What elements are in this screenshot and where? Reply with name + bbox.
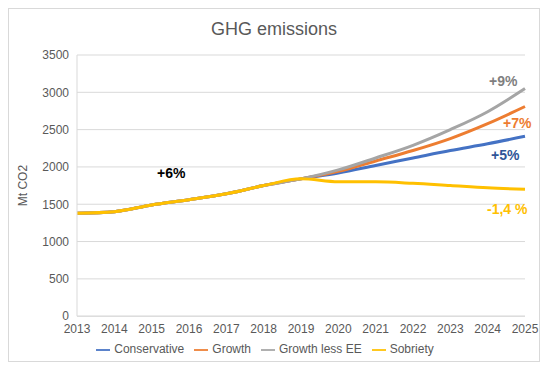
svg-text:1500: 1500	[42, 198, 69, 212]
svg-text:2000: 2000	[42, 160, 69, 174]
html-text:+7%: +7%	[503, 115, 532, 131]
html-text:+5%: +5%	[491, 147, 520, 163]
svg-text:2500: 2500	[42, 123, 69, 137]
html-text:Growth less EE: Growth less EE	[279, 342, 362, 357]
svg-text:Mt CO2: Mt CO2	[16, 165, 30, 207]
svg-text:2020: 2020	[325, 322, 352, 336]
svg-text:2015: 2015	[138, 322, 165, 336]
html-text:Conservative: Conservative	[114, 342, 185, 357]
svg-text:2018: 2018	[250, 322, 277, 336]
svg-text:2025: 2025	[512, 322, 539, 336]
svg-text:0: 0	[62, 309, 69, 323]
html-text:Growth: Growth	[212, 342, 251, 357]
html-text:+9%: +9%	[489, 73, 518, 89]
svg-text:2013: 2013	[64, 322, 91, 336]
svg-text:2021: 2021	[362, 322, 389, 336]
svg-text:2024: 2024	[474, 322, 501, 336]
svg-text:2019: 2019	[288, 322, 315, 336]
html-text:GHG emissions: GHG emissions	[211, 19, 337, 39]
svg-text:2014: 2014	[101, 322, 128, 336]
svg-text:500: 500	[49, 272, 69, 286]
html-text:-1,4 %: -1,4 %	[487, 201, 528, 217]
svg-text:2017: 2017	[213, 322, 240, 336]
html-text:+6%: +6%	[157, 165, 186, 181]
svg-text:1000: 1000	[42, 235, 69, 249]
svg-text:3500: 3500	[42, 48, 69, 62]
svg-text:2023: 2023	[437, 322, 464, 336]
html-text:Sobriety: Sobriety	[389, 342, 434, 357]
svg-text:2022: 2022	[400, 322, 427, 336]
svg-text:3000: 3000	[42, 86, 69, 100]
svg-text:2016: 2016	[176, 322, 203, 336]
